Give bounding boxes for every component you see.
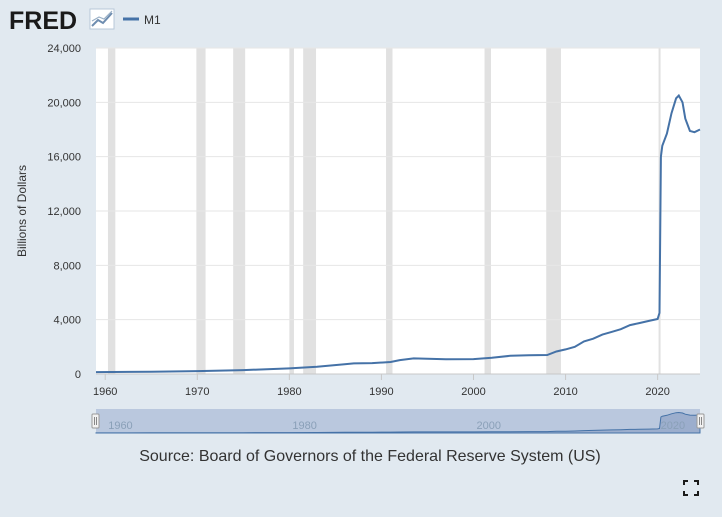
y-tick-label: 16,000 (47, 152, 81, 164)
x-tick-label: 2020 (645, 386, 669, 398)
y-tick-label: 20,000 (47, 97, 81, 109)
trend-line-icon (89, 8, 115, 30)
gridlines (96, 47, 700, 375)
x-tick-label: 2000 (461, 386, 485, 398)
x-tick-label: 1990 (369, 386, 393, 398)
x-axis-ticks: 1960 1970 1980 1990 2000 2010 2020 (93, 374, 670, 398)
navigator-label: 2000 (477, 420, 501, 432)
navigator-handle-left[interactable] (91, 413, 100, 429)
navigator-label: 1960 (108, 420, 132, 432)
navigator-handle-right[interactable] (696, 413, 705, 429)
source-caption: Source: Board of Governors of the Federa… (139, 448, 601, 465)
x-tick-label: 1970 (185, 386, 209, 398)
y-tick-label: 8,000 (53, 260, 81, 272)
fullscreen-icon[interactable] (683, 480, 699, 496)
fred-logo-text: FRED (9, 7, 77, 35)
navigator-selection[interactable] (96, 409, 700, 433)
x-tick-label: 2010 (553, 386, 577, 398)
x-tick-label: 1960 (93, 386, 117, 398)
y-tick-label: 24,000 (47, 43, 81, 55)
y-tick-label: 4,000 (53, 315, 81, 327)
legend-label-m1: M1 (144, 13, 161, 27)
navigator-label: 1980 (292, 420, 316, 432)
series-line-m1 (95, 93, 701, 374)
y-axis-label: Billions of Dollars (15, 165, 29, 257)
x-tick-label: 1980 (277, 386, 301, 398)
legend[interactable]: M1 (123, 13, 161, 27)
fred-logo[interactable]: FRED (9, 7, 115, 35)
y-tick-label: 0 (75, 369, 81, 381)
navigator-labels: 1960 1980 2000 2020 (108, 420, 685, 432)
y-axis-ticks: 0 4,000 8,000 12,000 16,000 20,000 24,000 (47, 43, 81, 381)
navigator-label: 2020 (661, 420, 685, 432)
navigator-series (95, 411, 701, 434)
y-tick-label: 12,000 (47, 206, 81, 218)
navigator[interactable]: 1960 1980 2000 2020 (91, 409, 705, 434)
